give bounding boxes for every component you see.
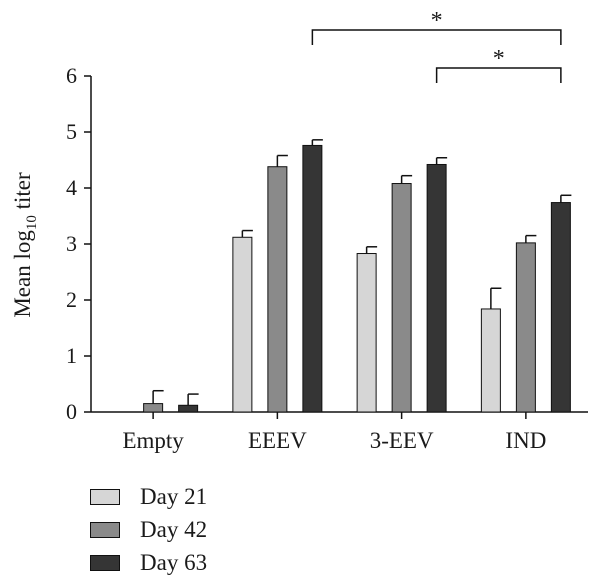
bar	[178, 404, 199, 413]
y-tick-label: 4	[66, 175, 77, 200]
y-axis-label-subscript: 10	[24, 215, 40, 230]
x-tick-label: Empty	[122, 428, 184, 453]
x-tick-label: IND	[505, 428, 546, 453]
bar	[232, 236, 253, 413]
bar	[356, 253, 377, 413]
legend: Day 21 Day 42 Day 63	[90, 480, 207, 579]
bar	[515, 242, 536, 413]
legend-label-day-21: Day 21	[140, 483, 208, 509]
y-tick-label: 3	[66, 231, 77, 256]
significance-brackets: **	[311, 8, 562, 83]
legend-item-day-21: Day 21	[90, 480, 207, 513]
x-tick-label: EEEV	[248, 428, 307, 453]
y-axis-label-main: Mean log	[10, 230, 35, 318]
legend-item-day-42: Day 42	[90, 513, 207, 546]
axes: 0 1 2 3 4 5 6 Empty EEEV 3-EEV IND	[66, 63, 588, 453]
legend-item-day-63: Day 63	[90, 546, 207, 579]
bars	[143, 139, 572, 413]
y-axis-label-tail: titer	[10, 172, 35, 215]
y-tick-label: 2	[66, 287, 77, 312]
legend-swatch-day-21	[90, 488, 120, 505]
legend-label-day-63: Day 63	[140, 549, 208, 575]
bar	[302, 144, 323, 413]
bar	[267, 166, 288, 413]
y-tick-label: 6	[66, 63, 77, 88]
y-tick-label: 0	[66, 399, 77, 424]
bar	[550, 202, 571, 413]
x-tick-label: 3-EEV	[370, 428, 434, 453]
bar	[143, 403, 164, 413]
legend-swatch-day-63	[90, 554, 120, 571]
y-tick-label: 5	[66, 119, 77, 144]
legend-swatch-day-42	[90, 521, 120, 538]
bar	[391, 183, 412, 413]
y-tick-label: 1	[66, 343, 77, 368]
significance-label: *	[431, 8, 443, 34]
y-axis-label: Mean log10 titer	[10, 172, 40, 318]
significance-bracket	[435, 67, 562, 83]
bar	[480, 308, 501, 413]
significance-bracket	[311, 29, 562, 45]
bar	[426, 163, 447, 413]
significance-label: *	[493, 46, 505, 72]
legend-label-day-42: Day 42	[140, 516, 208, 542]
